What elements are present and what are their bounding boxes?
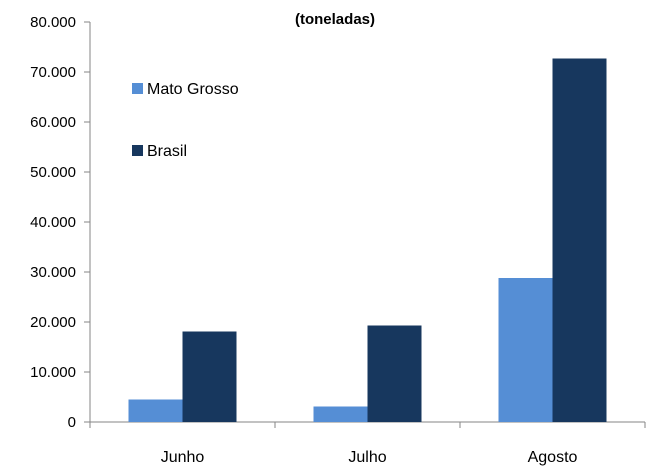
- bar-brasil-junho: [182, 331, 237, 422]
- y-tick-label: 70.000: [30, 64, 76, 81]
- x-category-label: Julho: [348, 449, 386, 466]
- legend: Mato Grosso Brasil: [132, 81, 239, 160]
- legend-swatch: [132, 145, 143, 156]
- x-category-label: Junho: [161, 449, 205, 466]
- y-tick-label: 60.000: [30, 114, 76, 131]
- y-tick-label: 30.000: [30, 264, 76, 281]
- bar-brasil-agosto: [552, 58, 607, 422]
- y-axis: 0 10.000 20.000 30.000 40.000 50.000 60.000 70.…: [30, 14, 91, 431]
- legend-label: Mato Grosso: [147, 81, 239, 98]
- y-tick-label: 80.000: [30, 14, 76, 31]
- bar-mato-grosso-junho: [128, 399, 183, 422]
- y-tick-label: 50.000: [30, 164, 76, 181]
- bar-mato-grosso-agosto: [498, 278, 553, 422]
- chart-title: (toneladas): [295, 11, 375, 28]
- x-category-label: Agosto: [528, 449, 578, 466]
- legend-label: Brasil: [147, 143, 187, 160]
- y-tick-label: 0: [68, 414, 76, 431]
- bar-brasil-julho: [367, 325, 422, 422]
- legend-swatch: [132, 83, 143, 94]
- x-axis: Junho Julho Agosto: [89, 421, 646, 466]
- bar-mato-grosso-julho: [313, 406, 368, 422]
- y-tick-label: 20.000: [30, 314, 76, 331]
- y-tick-label: 10.000: [30, 364, 76, 381]
- bars: [128, 58, 607, 422]
- y-tick-label: 40.000: [30, 214, 76, 231]
